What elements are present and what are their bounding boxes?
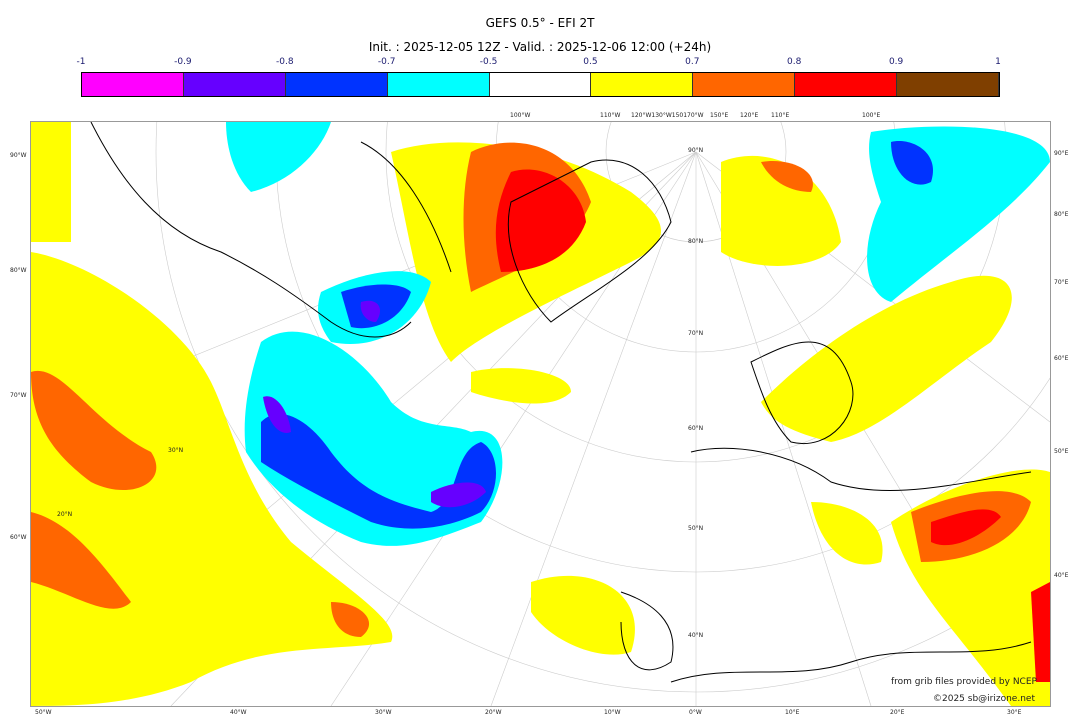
axis-label: 80°W (10, 267, 27, 274)
axis-label: 90°E (1054, 150, 1069, 157)
colorbar-tick-label: -0.7 (377, 57, 396, 67)
map-subtitle: Init. : 2025-12-05 12Z - Valid. : 2025-1… (368, 40, 712, 54)
axis-label: 80°N (688, 238, 704, 245)
colorbar-tick-label: -1 (76, 57, 86, 67)
colorbar (81, 72, 1000, 97)
axis-label: 20°E (890, 709, 905, 716)
axis-label: 120°W130°W150170°W (631, 112, 704, 119)
colorbar-tick-label: 0.8 (787, 57, 802, 67)
efi-purple-areas (263, 300, 486, 508)
map-title: GEFS 0.5° - EFI 2T (485, 16, 595, 30)
colorbar-segment (693, 73, 796, 96)
axis-label: 40°E (1054, 572, 1069, 579)
colorbar-tick-label: -0.9 (174, 57, 192, 67)
axis-label: 60°E (1054, 355, 1069, 362)
axis-label: 90°W (10, 152, 27, 159)
axis-label: 30°N (168, 447, 184, 454)
axis-label: 10°E (785, 709, 800, 716)
colorbar-tick-label: 0.7 (685, 57, 700, 67)
axis-label: 40°W (230, 709, 247, 716)
colorbar-segment (387, 73, 490, 96)
axis-label: 30°W (375, 709, 392, 716)
axis-label: 0°W (689, 709, 702, 716)
colorbar-segment (489, 73, 592, 96)
axis-label: 60°N (688, 425, 704, 432)
axis-label: 90°N (688, 147, 704, 154)
axis-label: 20°N (57, 511, 73, 518)
axis-label: 150°E (710, 112, 729, 119)
axis-label: 50°N (688, 525, 704, 532)
axis-label: 70°E (1054, 279, 1069, 286)
axis-label: 10°W (604, 709, 621, 716)
axis-label: 50°W (35, 709, 52, 716)
colorbar-segment (82, 73, 184, 96)
colorbar-tick-label: 1 (995, 57, 1001, 67)
colorbar-tick-label: -0.5 (479, 57, 498, 67)
axis-label: 70°W (10, 392, 27, 399)
axis-label: 40°N (688, 632, 704, 639)
colorbar-tick-label: -0.8 (275, 57, 294, 67)
source-credit: from grib files provided by NCEP (891, 677, 1037, 687)
map-canvas (31, 122, 1050, 706)
colorbar-tick-label: 0.5 (583, 57, 598, 67)
copyright-credit: ©2025 sb@irizone.net (933, 694, 1035, 704)
efi-map (30, 121, 1051, 707)
axis-label: 100°W (510, 112, 531, 119)
colorbar-segment (285, 73, 388, 96)
axis-label: 110°W (600, 112, 621, 119)
axis-label: 110°E (771, 112, 790, 119)
axis-label: 50°E (1054, 448, 1069, 455)
axis-label: 100°E (862, 112, 881, 119)
colorbar-segment (183, 73, 286, 96)
axis-label: 80°E (1054, 211, 1069, 218)
efi-red-areas (495, 169, 1050, 682)
colorbar-segment (591, 73, 694, 96)
colorbar-segment (795, 73, 898, 96)
axis-label: 70°N (688, 330, 704, 337)
colorbar-tick-label: 0.9 (888, 57, 904, 67)
axis-label: 60°W (10, 534, 27, 541)
axis-label: 120°E (740, 112, 759, 119)
axis-label: 20°W (485, 709, 502, 716)
coastlines (90, 122, 1032, 683)
axis-label: 30°E (1007, 709, 1022, 716)
colorbar-segment (897, 73, 1000, 96)
